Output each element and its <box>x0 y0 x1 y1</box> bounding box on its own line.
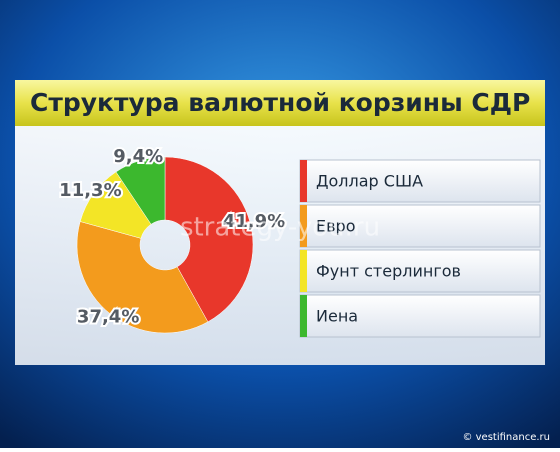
chart-title: Структура валютной корзины СДР <box>30 88 530 117</box>
chart: 41,9% 37,4% 11,3% 9,4% Доллар США Евро Фунт ст… <box>57 144 541 338</box>
value-label: 9,4% <box>113 146 163 167</box>
legend-label: Иена <box>316 307 358 326</box>
legend-box <box>299 294 541 338</box>
legend-label: Евро <box>316 217 355 236</box>
legend-label: Фунт стерлингов <box>316 262 461 281</box>
donut-segment <box>76 221 209 334</box>
legend-swatch <box>300 295 307 337</box>
donut-segment <box>164 156 254 323</box>
value-label: 41,9% <box>223 211 285 232</box>
legend-box <box>299 159 541 203</box>
watermark: strategy-you.ru <box>180 213 380 243</box>
credit: © vestifinance.ru <box>462 432 550 443</box>
legend-swatch <box>300 250 307 292</box>
legend-swatch <box>300 205 307 247</box>
value-label: 11,3% <box>59 180 121 201</box>
legend-swatch <box>300 160 307 202</box>
title-banner <box>15 80 545 126</box>
legend-label: Доллар США <box>316 172 423 191</box>
legend-box <box>299 249 541 293</box>
donut-segment <box>115 156 166 225</box>
value-label: 37,4% <box>77 306 139 327</box>
